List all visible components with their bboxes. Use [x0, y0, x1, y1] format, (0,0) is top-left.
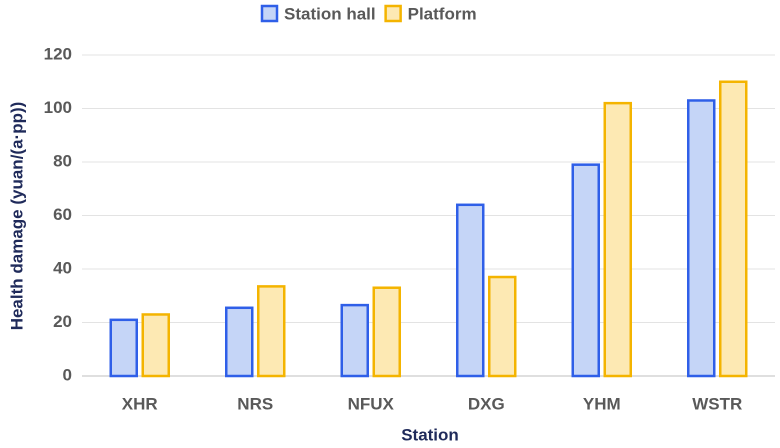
bar: [225, 306, 254, 378]
x-axis-title: Station: [401, 425, 459, 444]
x-tick-label: WSTR: [692, 394, 742, 413]
bar: [340, 303, 369, 378]
bar: [257, 285, 286, 378]
y-tick-label: 0: [63, 365, 72, 384]
x-tick-label: NRS: [237, 394, 273, 413]
bar: [109, 318, 138, 378]
x-tick-label: XHR: [122, 394, 158, 413]
y-tick-label: 80: [53, 151, 72, 170]
bar: [571, 163, 600, 378]
bar: [719, 80, 748, 378]
legend-label: Platform: [408, 4, 477, 23]
bar: [372, 286, 401, 378]
x-tick-label: DXG: [468, 394, 505, 413]
y-tick-label: 120: [44, 44, 72, 63]
bar: [687, 99, 716, 378]
y-tick-label: 100: [44, 98, 72, 117]
x-tick-label: YHM: [583, 394, 621, 413]
legend-swatch: [260, 4, 279, 23]
legend-label: Station hall: [284, 4, 376, 23]
y-tick-label: 40: [53, 258, 72, 277]
y-axis-title: Health damage (yuan/(a·pp)): [7, 102, 26, 331]
bar: [603, 101, 632, 378]
bar: [141, 313, 170, 378]
bar: [488, 275, 517, 378]
y-tick-label: 20: [53, 312, 72, 331]
x-tick-label: NFUX: [348, 394, 395, 413]
y-tick-label: 60: [53, 205, 72, 224]
bar: [456, 203, 485, 378]
legend-swatch: [384, 4, 402, 23]
